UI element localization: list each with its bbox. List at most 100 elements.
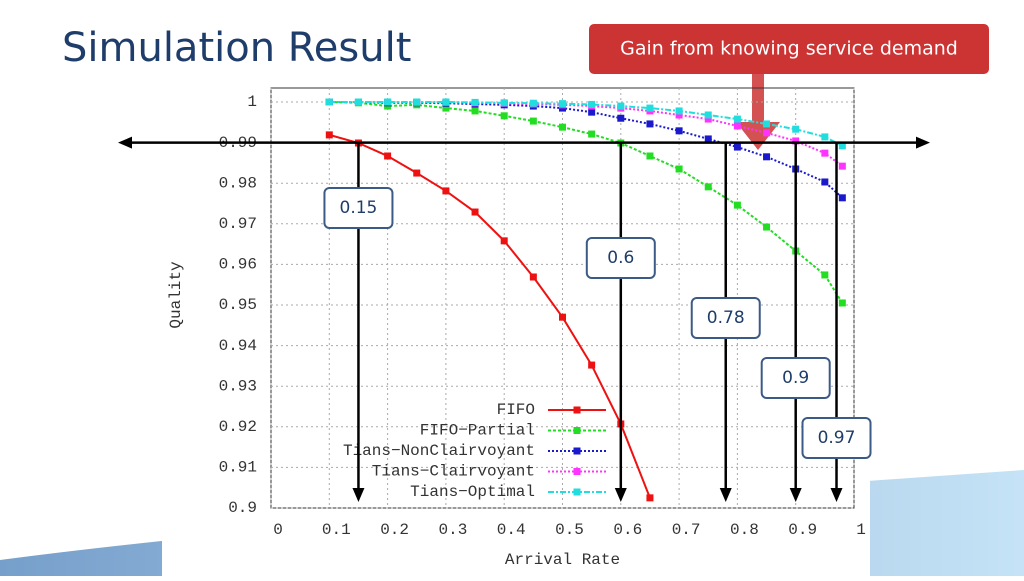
arrow-head	[352, 488, 365, 502]
threshold-label: 0.78	[707, 308, 745, 328]
point	[617, 102, 625, 110]
point	[442, 98, 450, 106]
x-tick-label: 0.9	[788, 521, 817, 539]
point	[617, 114, 625, 122]
point	[384, 98, 392, 106]
legend-marker	[573, 488, 581, 496]
point	[821, 133, 829, 141]
callout-text: Gain from knowing service demand	[620, 38, 958, 60]
y-axis-label: Quality	[167, 261, 185, 329]
point	[763, 120, 771, 128]
arrow-head	[719, 488, 732, 502]
arrow-head	[789, 488, 802, 502]
y-tick-label: 0.94	[219, 337, 257, 355]
point	[733, 201, 741, 209]
legend-label: Tians−NonClairvoyant	[343, 442, 535, 460]
point	[559, 100, 566, 108]
point	[733, 143, 741, 151]
point	[675, 107, 683, 115]
point	[821, 178, 829, 186]
point	[763, 129, 771, 137]
point	[588, 100, 596, 108]
arrow-head	[614, 488, 627, 502]
point	[442, 187, 450, 195]
point	[821, 271, 829, 279]
point	[675, 127, 683, 135]
point	[733, 122, 741, 130]
legend-label: FIFO−Partial	[420, 422, 535, 440]
point	[704, 183, 712, 191]
point	[588, 108, 596, 116]
threshold-box	[760, 357, 831, 399]
point	[838, 142, 846, 150]
x-tick-label: 0.1	[322, 521, 351, 539]
point	[500, 237, 508, 245]
x-tick-label: 0.2	[380, 521, 409, 539]
y-tick-label: 0.9	[228, 499, 257, 517]
point	[471, 107, 479, 115]
x-tick-label: 0.6	[613, 521, 642, 539]
threshold-box	[323, 187, 394, 229]
point	[763, 153, 771, 161]
point	[821, 149, 829, 157]
point	[704, 135, 712, 143]
point	[675, 111, 683, 119]
y-tick-label: 0.92	[219, 418, 257, 436]
threshold-label: 0.97	[818, 428, 856, 448]
point	[500, 99, 508, 107]
point	[838, 194, 846, 202]
point	[354, 98, 362, 106]
point	[704, 111, 712, 119]
y-tick-label: 0.97	[219, 215, 257, 233]
arrow-head	[916, 136, 930, 149]
x-tick-label: 0.8	[730, 521, 759, 539]
threshold-label: 0.9	[782, 368, 809, 388]
point	[646, 152, 654, 160]
point	[792, 137, 800, 145]
point	[646, 120, 654, 128]
x-tick-label: 0.7	[672, 521, 701, 539]
point	[838, 299, 846, 307]
threshold-label: 0.6	[607, 248, 634, 268]
point	[471, 98, 479, 106]
x-tick-label: 0.5	[555, 521, 584, 539]
point	[413, 98, 421, 106]
point	[646, 104, 654, 112]
point	[413, 169, 421, 177]
y-tick-label: 0.93	[219, 377, 257, 395]
point	[325, 131, 333, 139]
point	[384, 152, 392, 160]
point	[471, 208, 479, 216]
threshold-box	[690, 297, 761, 339]
point	[529, 117, 537, 125]
threshold-label: 0.15	[340, 198, 378, 218]
y-tick-label: 0.95	[219, 296, 257, 314]
point	[325, 98, 333, 106]
point	[559, 123, 566, 131]
point	[704, 115, 712, 123]
point	[763, 223, 771, 231]
threshold-box	[801, 417, 872, 459]
legend-label: Tians−Optimal	[410, 483, 535, 501]
x-tick-label: 0.4	[497, 521, 526, 539]
legend-label: FIFO	[497, 401, 535, 419]
point	[646, 494, 654, 502]
point	[442, 104, 450, 112]
point	[733, 115, 741, 123]
point	[529, 273, 537, 281]
point	[792, 125, 800, 133]
x-tick-label: 0	[273, 521, 283, 539]
callout-box	[589, 24, 989, 74]
point	[529, 99, 537, 107]
threshold-box	[585, 237, 656, 279]
legend-marker	[573, 468, 581, 475]
slide-title: Simulation Result	[62, 25, 411, 71]
point	[500, 112, 508, 120]
y-tick-label: 1	[247, 93, 257, 111]
y-tick-label: 0.96	[219, 256, 257, 274]
point	[559, 313, 566, 321]
legend-label: Tians−Clairvoyant	[372, 463, 535, 481]
series-line	[329, 133, 651, 499]
